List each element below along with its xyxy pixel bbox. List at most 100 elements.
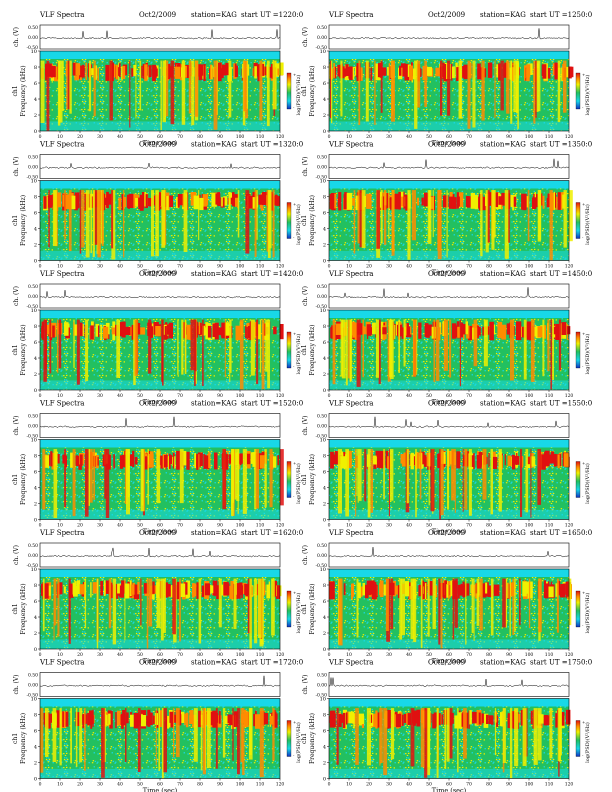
spectrogram-streak [407,190,411,260]
spectrogram-streak [356,319,361,387]
panel-date: Oct2/2009 [139,659,176,667]
spectrogram-streak [357,190,361,244]
time-tick-label: 30 [97,264,103,270]
spectrogram-band-mark [483,713,489,728]
spectrogram-streak [264,449,267,507]
frequency-tick-label: 8 [323,65,326,71]
spectrogram-streak [424,60,427,108]
spectrogram-streak [222,449,227,510]
frequency-tick-label: 2 [323,760,326,766]
spectrogram-band-mark [223,581,229,596]
spectrogram-band-mark [555,713,558,728]
time-tick-label: 50 [426,523,432,529]
time-axis-label: Time (sec) [432,657,467,665]
spectrogram-streak [239,319,244,390]
spectrogram-streak [84,449,89,517]
frequency-tick-label: 2 [323,372,326,378]
time-tick-label: 60 [446,134,452,140]
spectrogram-band-mark [451,323,457,339]
panel-start-ut: start UT =1620:0 [241,529,303,537]
panel-title: VLF Spectra [39,141,84,149]
spectrogram-band-mark [146,715,150,726]
spectrogram-streak [73,319,75,368]
spectrogram-band-mark [360,586,363,597]
panel-station: station=KAG [191,529,237,537]
time-tick-label: 90 [217,264,223,270]
panel-date: Oct2/2009 [139,141,176,149]
time-tick-label: 70 [177,264,183,270]
spectrogram-streak [432,190,434,238]
spectrogram-band-mark [134,457,138,465]
spectrogram-band-mark [209,585,214,594]
spectrogram-low-band [329,509,569,520]
spectrogram-streak [271,578,275,636]
spectrogram-streak [181,319,184,375]
spectrogram-streak [391,190,395,256]
spectrogram-band-mark [494,457,498,466]
time-tick-label: 80 [486,652,492,658]
spectrogram-streak [237,449,239,514]
spectrogram-band-mark [379,191,383,208]
panel-date: Oct2/2009 [428,659,465,667]
spectrogram-band-mark [511,454,516,470]
spectrogram-band-mark [521,193,527,210]
spectrogram-streak [179,449,184,504]
spectrogram-streak [52,190,57,246]
spectrogram-band-mark [346,192,353,210]
spectrogram-background [40,310,280,390]
spectrogram-streak [420,578,423,649]
spectrogram-band-mark [211,711,213,724]
spectrogram-streak [76,319,80,385]
waveform-axis-label: ch. (V) [302,674,309,694]
time-tick-label: 50 [137,134,143,140]
spectrogram-streak [237,708,240,775]
spectrogram-streak [481,60,485,121]
spectrogram-band-mark [498,63,501,81]
spectrogram-band-mark [448,583,450,599]
spectrogram-streak [246,60,248,109]
spectrogram-streak [105,449,110,518]
time-axis-label: Time (sec) [143,657,178,665]
waveform-trace [328,677,570,687]
panel-station: station=KAG [191,400,237,408]
spectrogram-band-mark [330,710,336,725]
spectrogram-band-mark [194,453,196,469]
spectrogram-streak [439,190,441,249]
spectrogram-band-mark [108,713,111,725]
spectrogram-band-mark [133,65,137,77]
spectrogram-low-band [40,250,280,261]
waveform-frame [39,672,281,697]
spectrogram-band-mark [381,196,385,208]
spectrogram-streak [133,319,136,385]
spectrogram-streak [148,319,152,374]
spectrogram-streak [485,190,489,253]
spectrogram-streak [449,319,452,378]
spectrogram-band-mark [221,196,223,207]
spectrogram-band-mark [92,582,98,594]
frequency-tick-label: 8 [34,194,37,200]
spectrogram-band-mark [522,581,527,597]
waveform-tick-label: -0.50 [26,563,38,569]
time-tick-label: 20 [77,134,83,140]
time-tick-label: 80 [197,782,203,788]
time-tick-label: 40 [406,264,412,270]
frequency-tick-label: 6 [34,469,37,475]
spectrogram-streak [410,708,415,767]
time-tick-label: 30 [386,393,392,399]
spectrogram-band-mark [397,585,400,599]
spectrogram-streak [126,449,130,515]
spectrogram-band-mark [233,711,236,727]
spectrogram-band-mark [48,454,50,466]
panel-start-ut: start UT =1320:0 [241,141,303,149]
time-tick-label: 30 [386,264,392,270]
time-tick-label: 0 [39,523,42,529]
spectrogram-band-mark [193,195,200,210]
spectrogram-streak [389,319,394,379]
spectrogram-low-band [329,380,569,390]
colorbar [575,461,581,498]
spectrogram-band-mark [528,324,532,341]
spectrogram-band-mark [358,713,364,724]
spectrogram-band-mark [75,712,81,727]
spectrogram-band-mark [186,324,192,340]
spectrogram-streak [194,319,196,386]
